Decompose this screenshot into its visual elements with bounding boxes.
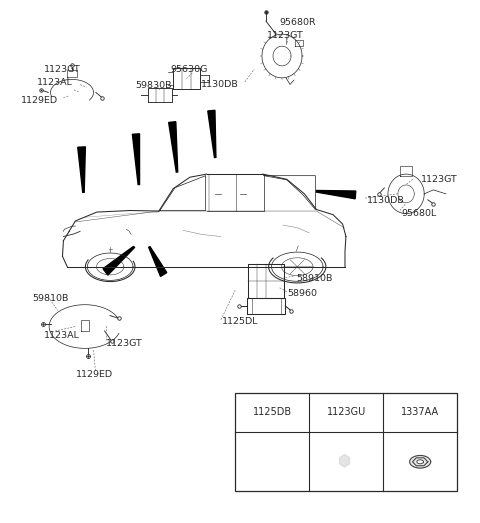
Polygon shape <box>316 190 356 199</box>
Text: 1123GT: 1123GT <box>44 64 81 74</box>
Polygon shape <box>78 147 85 192</box>
Text: 58960: 58960 <box>288 289 318 298</box>
Text: 59830B: 59830B <box>135 81 171 90</box>
Text: 59810B: 59810B <box>33 294 69 303</box>
Polygon shape <box>149 246 167 277</box>
Text: 1337AA: 1337AA <box>401 407 439 417</box>
Polygon shape <box>103 246 134 275</box>
Text: 1129ED: 1129ED <box>21 96 58 105</box>
Polygon shape <box>208 110 216 157</box>
Text: 1130DB: 1130DB <box>366 196 404 204</box>
Text: 95680R: 95680R <box>279 18 315 27</box>
Text: 1123GT: 1123GT <box>267 31 304 40</box>
Polygon shape <box>132 134 140 185</box>
Text: 1125DL: 1125DL <box>222 317 258 326</box>
Text: 1123AL: 1123AL <box>37 77 73 86</box>
Text: 58910B: 58910B <box>296 274 333 282</box>
Polygon shape <box>168 122 178 172</box>
Bar <box>235 393 457 492</box>
Text: 1129ED: 1129ED <box>76 370 113 379</box>
Polygon shape <box>339 454 349 467</box>
Text: 1125DB: 1125DB <box>252 407 292 417</box>
Text: 95630G: 95630G <box>171 64 208 74</box>
Text: 1123AL: 1123AL <box>44 331 80 340</box>
Text: 1123GU: 1123GU <box>326 407 366 417</box>
Text: 1123GT: 1123GT <box>107 339 143 348</box>
Text: 95680L: 95680L <box>401 209 436 218</box>
Polygon shape <box>409 456 431 468</box>
Polygon shape <box>417 460 423 464</box>
Text: 1123GT: 1123GT <box>421 175 458 184</box>
Text: 1130DB: 1130DB <box>201 80 239 89</box>
